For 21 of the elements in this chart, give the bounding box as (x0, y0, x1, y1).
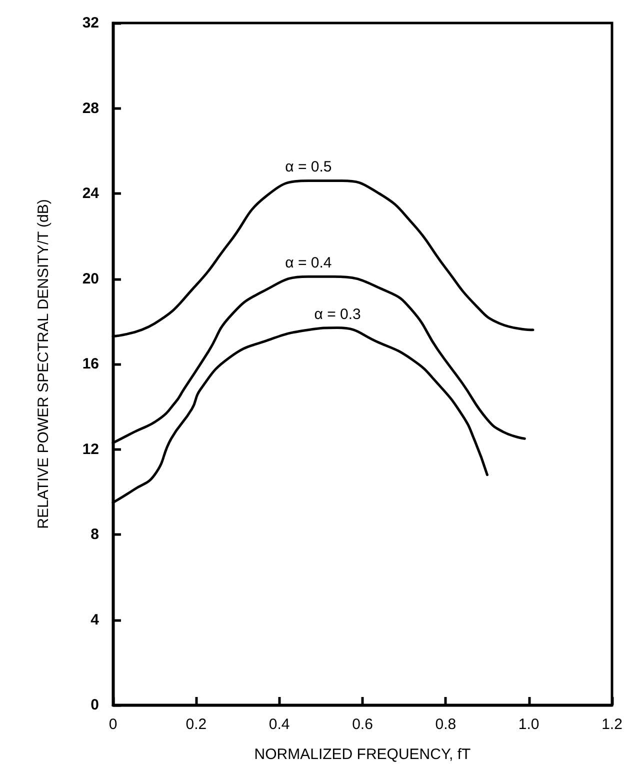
series-label: α = 0.4 (285, 254, 332, 272)
y-tick-label: 16 (82, 356, 99, 372)
y-tick-label: 28 (82, 100, 99, 117)
y-tick-label: 32 (82, 14, 99, 32)
y-axis-title: RELATIVE POWER SPECTRAL DENSITY/T (dB) (35, 199, 52, 529)
x-tick-label: 0.2 (186, 716, 207, 733)
series-label: α = 0.3 (314, 306, 361, 323)
x-tick-label: 1.2 (602, 716, 622, 733)
series-label: α = 0.5 (285, 158, 332, 176)
x-tick-label: 0.8 (435, 716, 456, 733)
y-tick-label: 12 (82, 440, 99, 458)
y-tick-label: 8 (90, 526, 99, 543)
x-tick-label: 0.6 (352, 716, 373, 733)
y-tick-label: 4 (90, 611, 100, 628)
y-tick-label: 20 (82, 270, 99, 288)
x-axis-title: NORMALIZED FREQUENCY, fT (254, 746, 471, 763)
x-tick-label: 0.4 (268, 716, 290, 733)
y-tick-label: 0 (90, 696, 99, 714)
y-tick-label: 24 (82, 185, 100, 202)
x-tick-label: 0 (108, 716, 118, 733)
x-tick-label: 1.0 (518, 716, 540, 733)
